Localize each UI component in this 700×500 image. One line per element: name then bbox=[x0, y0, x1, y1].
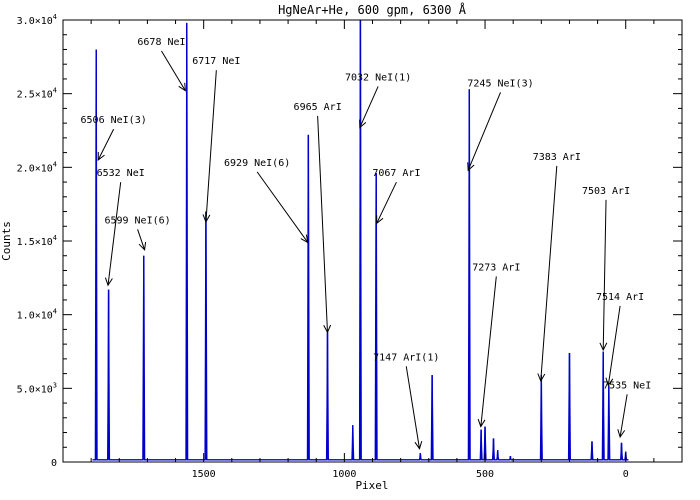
arrowhead bbox=[202, 214, 211, 223]
spectrum-line-group bbox=[92, 19, 629, 461]
y-tick-exponent: 3 bbox=[53, 381, 57, 389]
line-label: 6506 NeI(3) bbox=[81, 115, 147, 126]
y-tick-label: 0 bbox=[51, 458, 57, 469]
annotation-arrow bbox=[602, 199, 607, 351]
arrowhead bbox=[467, 162, 475, 172]
y-tick-exponent: 4 bbox=[53, 234, 57, 242]
arrowhead bbox=[97, 151, 105, 162]
y-tick-exponent: 4 bbox=[53, 13, 57, 21]
annotation-arrow bbox=[480, 276, 497, 427]
arrowhead bbox=[323, 324, 332, 334]
arrowhead bbox=[537, 373, 546, 383]
y-axis: 0 5.0×103 1.0×104 1.5×104 2.0×104 2.5×104 3.0×… bbox=[17, 13, 682, 469]
y-tick-exponent: 4 bbox=[53, 308, 57, 316]
x-tick-label: 1000 bbox=[332, 469, 356, 480]
x-tick-label: 500 bbox=[476, 469, 494, 480]
line-label: 6717 NeI bbox=[192, 56, 240, 67]
line-label: 6678 NeI bbox=[137, 37, 185, 48]
line-label: 7383 ArI bbox=[533, 152, 581, 163]
arrowhead bbox=[104, 277, 113, 287]
arrowhead bbox=[617, 429, 626, 439]
arrowhead bbox=[599, 342, 608, 352]
annotation-arrow bbox=[317, 115, 328, 333]
y-tick-label: 3.0×104 bbox=[17, 13, 57, 27]
y-axis-label: Counts bbox=[0, 221, 13, 261]
annotation-arrow bbox=[467, 92, 501, 171]
annotation-arrow bbox=[376, 181, 397, 224]
x-axis: 1500 1000 500 0 bbox=[90, 20, 655, 480]
annotation-arrow bbox=[405, 366, 420, 449]
arrowhead bbox=[605, 377, 614, 387]
line-label: 6532 NeI bbox=[97, 168, 145, 179]
annotation-arrow bbox=[97, 128, 115, 161]
line-label: 7147 ArI(1) bbox=[373, 352, 439, 363]
annotation-arrow bbox=[137, 229, 146, 251]
y-tick-exponent: 4 bbox=[53, 87, 57, 95]
arrowhead bbox=[359, 119, 367, 129]
arrowhead bbox=[178, 82, 186, 92]
x-tick-label: 1500 bbox=[192, 469, 216, 480]
x-tick-label: 0 bbox=[623, 469, 629, 480]
annotation-arrow bbox=[619, 394, 628, 438]
line-label: 7535 NeI bbox=[603, 380, 651, 391]
annotation-arrow bbox=[256, 171, 309, 243]
annotation-arrow bbox=[205, 70, 217, 222]
annotation-group: 6506 NeI(3) 6532 NeI 6599 NeI(6) 6678 NeI 67… bbox=[81, 37, 651, 450]
line-label: 7245 NeI(3) bbox=[467, 78, 533, 89]
arrowhead bbox=[300, 234, 309, 244]
y-tick-label: 1.5×104 bbox=[17, 234, 57, 248]
y-tick-label: 5.0×103 bbox=[17, 381, 57, 395]
y-tick-exponent: 4 bbox=[53, 160, 57, 168]
x-axis-label: Pixel bbox=[355, 479, 388, 492]
line-label: 7514 ArI bbox=[596, 292, 644, 303]
arrowhead bbox=[376, 215, 384, 225]
y-tick-label: 2.0×104 bbox=[17, 160, 57, 174]
annotation-arrow bbox=[359, 86, 379, 128]
line-label: 7273 ArI bbox=[472, 262, 520, 273]
line-label: 7067 ArI bbox=[372, 168, 420, 179]
y-tick-label: 2.5×104 bbox=[17, 87, 57, 101]
chart-title: HgNeAr+He, 600 gpm, 6300 Å bbox=[278, 2, 467, 17]
annotation-arrow bbox=[607, 305, 621, 386]
arrowhead bbox=[138, 241, 147, 251]
annotation-arrow bbox=[107, 182, 122, 286]
y-tick-label: 1.0×104 bbox=[17, 308, 57, 322]
line-label: 7032 NeI(1) bbox=[345, 72, 411, 83]
spectrum-line bbox=[92, 19, 629, 461]
line-label: 7503 ArI bbox=[582, 186, 630, 197]
annotation-arrow bbox=[161, 50, 186, 91]
line-label: 6599 NeI(6) bbox=[104, 215, 170, 226]
line-label: 6965 ArI bbox=[294, 102, 342, 113]
annotation-arrow bbox=[540, 165, 558, 382]
arrowhead bbox=[477, 418, 486, 428]
arrowhead bbox=[414, 440, 423, 450]
line-label: 6929 NeI(6) bbox=[224, 158, 290, 169]
